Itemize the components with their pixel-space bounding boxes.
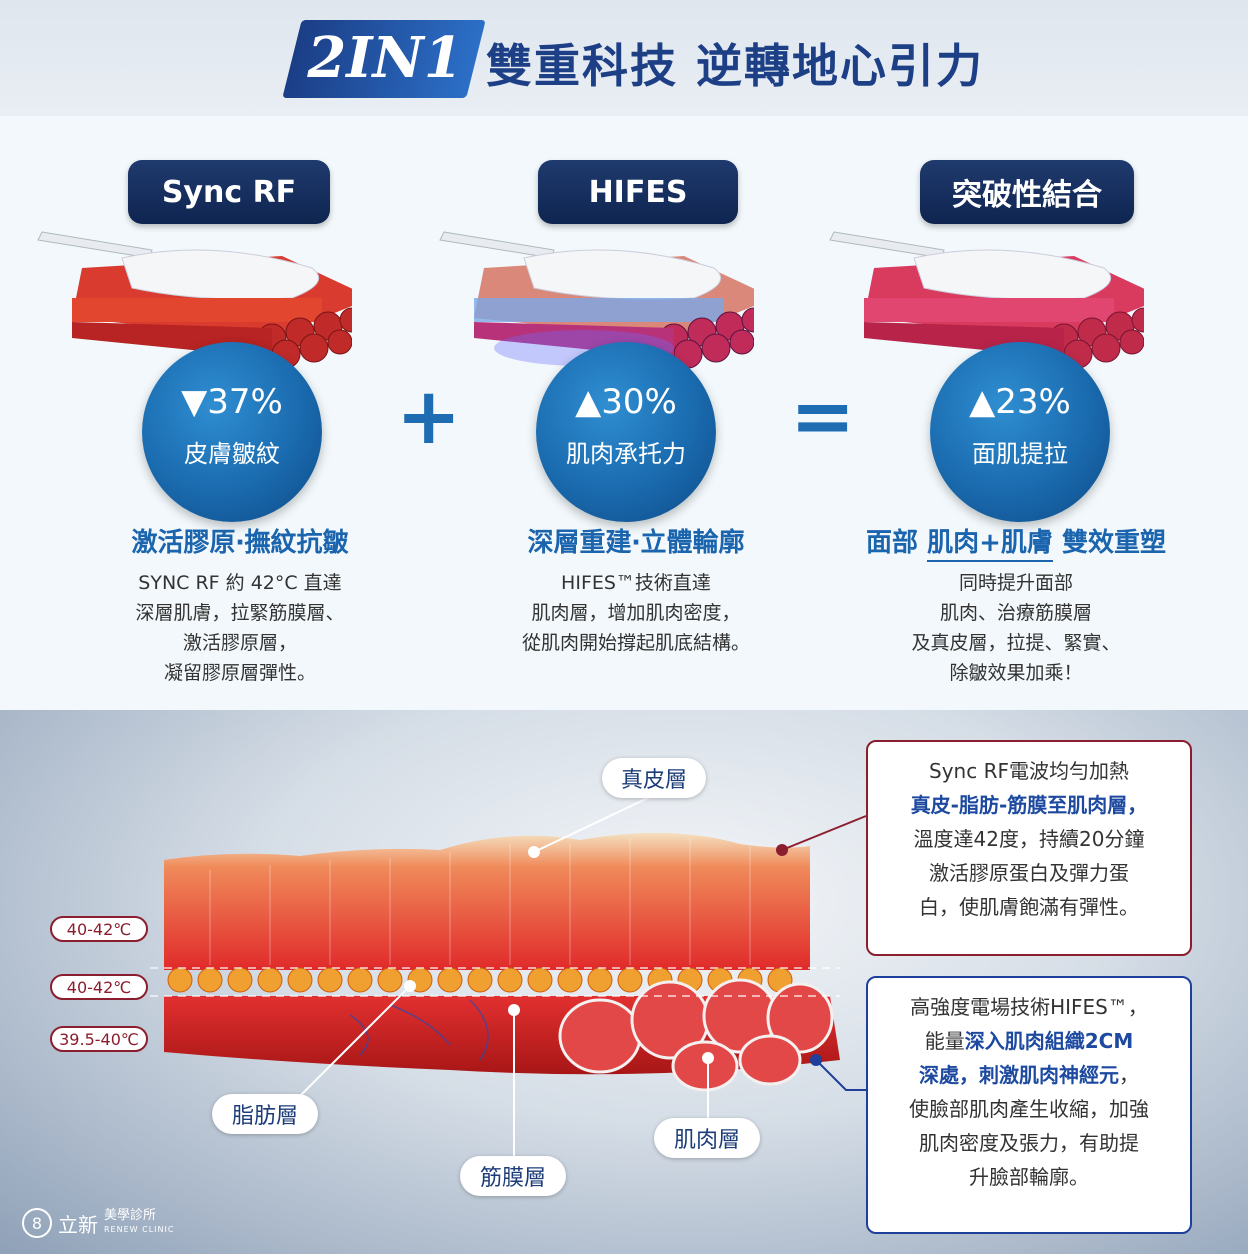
stat-label: 肌肉承托力	[566, 440, 686, 468]
plus-operator: +	[396, 372, 462, 462]
subhead-underline: 肌肉+肌膚	[927, 528, 1053, 562]
label-fat: 脂肪層	[212, 1094, 318, 1134]
logo-subtitle-en: RENEW CLINIC	[104, 1225, 175, 1234]
description-hifes: HIFES™技術直達 肌肉層，增加肌肉密度， 從肌肉開始撐起肌底結構。	[521, 572, 750, 654]
badge-2in1: 2IN1	[307, 25, 463, 91]
header: 2IN1 雙重科技 逆轉地心引力	[0, 0, 1248, 116]
page-title: 雙重科技 逆轉地心引力	[486, 39, 985, 93]
label-fascia: 筋膜層	[460, 1156, 566, 1196]
stat-circle-face-lift: ▲23% 面肌提拉	[930, 342, 1110, 522]
comparison-section: Sync RF HIFES 突破性結合	[0, 116, 1248, 710]
info-box-hifes: 高強度電場技術HIFES™， 能量深入肌肉組織2CM 深處，刺激肌肉神經元， 使…	[866, 976, 1192, 1234]
logo-mark-icon: 8	[22, 1208, 52, 1238]
description-rf: SYNC RF 約 42°C 直達 深層肌膚，拉緊筋膜層、 激活膠原層， 凝留膠…	[135, 572, 345, 684]
stat-label: 皮膚皺紋	[184, 440, 280, 468]
stat-circle-muscle-support: ▲30% 肌肉承托力	[536, 342, 716, 522]
logo-name: 立新	[58, 1212, 98, 1237]
tissue-illustration-combined	[829, 231, 1144, 369]
stat-value: ▲30%	[575, 382, 677, 422]
equals-operator: =	[790, 372, 856, 462]
stat-label: 面肌提拉	[972, 440, 1068, 468]
pill-sync-rf: Sync RF	[128, 160, 330, 224]
temp-dermis: 40-42℃	[50, 916, 148, 942]
label-muscle: 肌肉層	[654, 1118, 760, 1158]
label-dermis: 真皮層	[602, 758, 706, 798]
subhead-combined: 面部 肌肉+肌膚 雙效重塑	[836, 522, 1196, 562]
tissue-cross-section	[150, 832, 840, 1092]
description-combined: 同時提升面部 肌肉、治療筋膜層 及真皮層，拉提、緊實、 除皺效果加乘！	[911, 572, 1121, 684]
temp-muscle: 39.5-40℃	[50, 1026, 148, 1052]
subhead-rf: 激活膠原‧撫紋抗皺	[131, 528, 349, 558]
info-box-sync-rf: Sync RF電波均勻加熱 真皮-脂肪-筋膜至肌肉層， 溫度達42度，持續20分…	[866, 740, 1192, 956]
pill-combination: 突破性結合	[920, 160, 1134, 224]
stat-value: ▲23%	[969, 382, 1071, 422]
subhead-hifes: 深層重建‧立體輪廓	[527, 528, 745, 558]
stat-circle-wrinkles: ▼37% 皮膚皺紋	[142, 342, 322, 522]
connector-lines	[299, 795, 867, 1158]
clinic-logo: 8 立新 美學診所 RENEW CLINIC	[22, 1208, 174, 1238]
temp-fat: 40-42℃	[50, 974, 148, 1000]
logo-subtitle: 美學診所	[104, 1208, 157, 1223]
stat-value: ▼37%	[181, 382, 283, 422]
pill-hifes: HIFES	[538, 160, 738, 224]
